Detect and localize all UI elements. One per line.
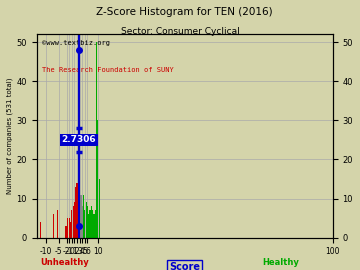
X-axis label: Score: Score <box>169 262 200 270</box>
Bar <box>76 183 78 238</box>
Bar <box>78 198 79 238</box>
Bar <box>88 214 89 238</box>
Bar <box>90 210 91 238</box>
Bar <box>91 206 92 238</box>
Bar <box>71 210 72 238</box>
Bar <box>66 226 67 238</box>
Bar <box>67 218 68 238</box>
Text: The Research Foundation of SUNY: The Research Foundation of SUNY <box>42 67 174 73</box>
Bar <box>69 218 70 238</box>
Bar <box>75 187 76 238</box>
Bar <box>93 214 95 238</box>
Bar <box>53 214 54 238</box>
Text: Unhealthy: Unhealthy <box>40 258 89 266</box>
Bar <box>82 206 83 238</box>
Text: ©www.textbiz.org: ©www.textbiz.org <box>42 40 111 46</box>
Bar <box>65 226 66 238</box>
Bar <box>86 202 87 238</box>
Text: Sector: Consumer Cyclical: Sector: Consumer Cyclical <box>121 27 239 36</box>
Bar <box>84 210 85 238</box>
Bar <box>83 195 84 238</box>
Bar <box>96 42 97 238</box>
Bar <box>87 206 88 238</box>
Bar <box>74 202 75 238</box>
Bar <box>72 206 74 238</box>
Bar <box>99 179 100 238</box>
Title: Z-Score Histogram for TEN (2016): Z-Score Histogram for TEN (2016) <box>96 7 273 17</box>
Bar <box>80 195 81 238</box>
Text: 2.7306: 2.7306 <box>62 135 96 144</box>
Bar <box>79 187 80 238</box>
Bar <box>70 222 71 238</box>
Bar <box>95 210 96 238</box>
Text: Healthy: Healthy <box>262 258 299 266</box>
Bar <box>57 210 58 238</box>
Y-axis label: Number of companies (531 total): Number of companies (531 total) <box>7 78 13 194</box>
Bar <box>92 210 93 238</box>
Bar <box>40 222 41 238</box>
Bar <box>97 120 99 238</box>
